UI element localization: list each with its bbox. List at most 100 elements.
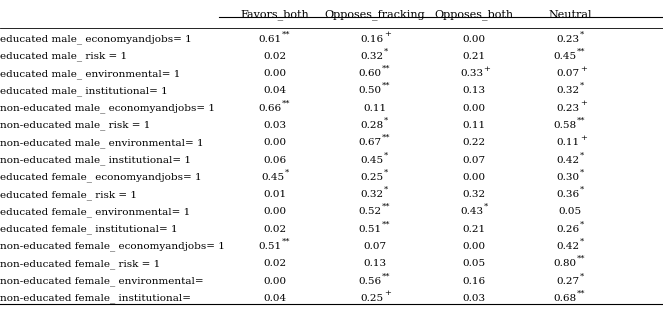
Text: 0.32: 0.32 xyxy=(361,190,384,199)
Text: 0.23: 0.23 xyxy=(556,104,579,113)
Text: educated female_ risk = 1: educated female_ risk = 1 xyxy=(0,190,137,200)
Text: non-educated female_ economyandjobs= 1: non-educated female_ economyandjobs= 1 xyxy=(0,242,225,251)
Text: educated male_ institutional= 1: educated male_ institutional= 1 xyxy=(0,86,168,96)
Text: 0.07: 0.07 xyxy=(556,69,579,78)
Text: 0.06: 0.06 xyxy=(264,156,286,165)
Text: 0.22: 0.22 xyxy=(463,138,485,147)
Text: 0.16: 0.16 xyxy=(361,35,384,44)
Text: 0.45: 0.45 xyxy=(554,52,577,61)
Text: +: + xyxy=(579,134,587,142)
Text: *: * xyxy=(579,272,584,280)
Text: 0.00: 0.00 xyxy=(463,35,485,44)
Text: 0.00: 0.00 xyxy=(264,207,286,216)
Text: 0.11: 0.11 xyxy=(463,121,485,130)
Text: 0.03: 0.03 xyxy=(264,121,286,130)
Text: *: * xyxy=(579,82,584,90)
Text: non-educated female_ risk = 1: non-educated female_ risk = 1 xyxy=(0,259,160,269)
Text: 0.32: 0.32 xyxy=(463,190,485,199)
Text: 0.05: 0.05 xyxy=(559,207,581,216)
Text: 0.28: 0.28 xyxy=(361,121,384,130)
Text: Neutral: Neutral xyxy=(548,10,592,20)
Text: non-educated male_ environmental= 1: non-educated male_ environmental= 1 xyxy=(0,138,204,148)
Text: **: ** xyxy=(577,47,586,55)
Text: 0.11: 0.11 xyxy=(556,138,579,147)
Text: 0.32: 0.32 xyxy=(556,86,579,95)
Text: educated female_ economyandjobs= 1: educated female_ economyandjobs= 1 xyxy=(0,173,202,182)
Text: 0.23: 0.23 xyxy=(556,35,579,44)
Text: 0.00: 0.00 xyxy=(264,138,286,147)
Text: 0.36: 0.36 xyxy=(556,190,579,199)
Text: 0.45: 0.45 xyxy=(361,156,384,165)
Text: **: ** xyxy=(282,99,291,107)
Text: educated male_ environmental= 1: educated male_ environmental= 1 xyxy=(0,69,180,78)
Text: 0.42: 0.42 xyxy=(556,242,579,251)
Text: educated female_ institutional= 1: educated female_ institutional= 1 xyxy=(0,224,178,234)
Text: 0.02: 0.02 xyxy=(264,52,286,61)
Text: *: * xyxy=(384,151,389,159)
Text: 0.02: 0.02 xyxy=(264,259,286,268)
Text: 0.60: 0.60 xyxy=(358,69,381,78)
Text: +: + xyxy=(579,99,587,107)
Text: *: * xyxy=(384,168,389,176)
Text: 0.05: 0.05 xyxy=(463,259,485,268)
Text: **: ** xyxy=(382,82,391,90)
Text: 0.33: 0.33 xyxy=(460,69,483,78)
Text: 0.26: 0.26 xyxy=(556,225,579,234)
Text: +: + xyxy=(579,65,587,73)
Text: 0.21: 0.21 xyxy=(463,52,485,61)
Text: +: + xyxy=(384,290,391,297)
Text: 0.04: 0.04 xyxy=(264,86,286,95)
Text: 0.45: 0.45 xyxy=(261,173,284,182)
Text: .: . xyxy=(330,5,333,14)
Text: 0.01: 0.01 xyxy=(264,190,286,199)
Text: 0.04: 0.04 xyxy=(264,294,286,303)
Text: *: * xyxy=(579,168,584,176)
Text: **: ** xyxy=(382,220,391,228)
Text: educated female_ environmental= 1: educated female_ environmental= 1 xyxy=(0,207,190,217)
Text: 0.00: 0.00 xyxy=(264,277,286,286)
Text: *: * xyxy=(579,30,584,38)
Text: 0.67: 0.67 xyxy=(358,138,381,147)
Text: *: * xyxy=(579,237,584,246)
Text: non-educated male_ institutional= 1: non-educated male_ institutional= 1 xyxy=(0,155,191,165)
Text: *: * xyxy=(579,186,584,194)
Text: 0.25: 0.25 xyxy=(361,173,384,182)
Text: non-educated male_ risk = 1: non-educated male_ risk = 1 xyxy=(0,121,151,131)
Text: educated male_ economyandjobs= 1: educated male_ economyandjobs= 1 xyxy=(0,34,192,44)
Text: 0.16: 0.16 xyxy=(463,277,485,286)
Text: 0.00: 0.00 xyxy=(463,173,485,182)
Text: **: ** xyxy=(382,65,391,73)
Text: Opposes_fracking: Opposes_fracking xyxy=(324,9,425,20)
Text: **: ** xyxy=(282,30,291,38)
Text: 0.00: 0.00 xyxy=(463,104,485,113)
Text: 0.56: 0.56 xyxy=(358,277,381,286)
Text: 0.03: 0.03 xyxy=(463,294,485,303)
Text: 0.27: 0.27 xyxy=(556,277,579,286)
Text: 0.07: 0.07 xyxy=(363,242,386,251)
Text: *: * xyxy=(384,186,389,194)
Text: 0.30: 0.30 xyxy=(556,173,579,182)
Text: +: + xyxy=(384,30,391,38)
Text: *: * xyxy=(284,168,289,176)
Text: 0.07: 0.07 xyxy=(463,156,485,165)
Text: Favors_both: Favors_both xyxy=(241,9,310,20)
Text: 0.21: 0.21 xyxy=(463,225,485,234)
Text: 0.66: 0.66 xyxy=(259,104,282,113)
Text: 0.43: 0.43 xyxy=(460,207,483,216)
Text: 0.51: 0.51 xyxy=(259,242,282,251)
Text: 0.61: 0.61 xyxy=(259,35,282,44)
Text: non-educated female_ environmental=: non-educated female_ environmental= xyxy=(0,276,204,286)
Text: **: ** xyxy=(577,117,586,125)
Text: **: ** xyxy=(577,255,586,263)
Text: 0.00: 0.00 xyxy=(463,242,485,251)
Text: 0.11: 0.11 xyxy=(363,104,386,113)
Text: non-educated male_ economyandjobs= 1: non-educated male_ economyandjobs= 1 xyxy=(0,104,215,113)
Text: *: * xyxy=(384,47,389,55)
Text: *: * xyxy=(483,203,488,211)
Text: 0.02: 0.02 xyxy=(264,225,286,234)
Text: 0.80: 0.80 xyxy=(554,259,577,268)
Text: **: ** xyxy=(282,237,291,246)
Text: *: * xyxy=(579,151,584,159)
Text: **: ** xyxy=(577,290,586,297)
Text: +: + xyxy=(483,65,491,73)
